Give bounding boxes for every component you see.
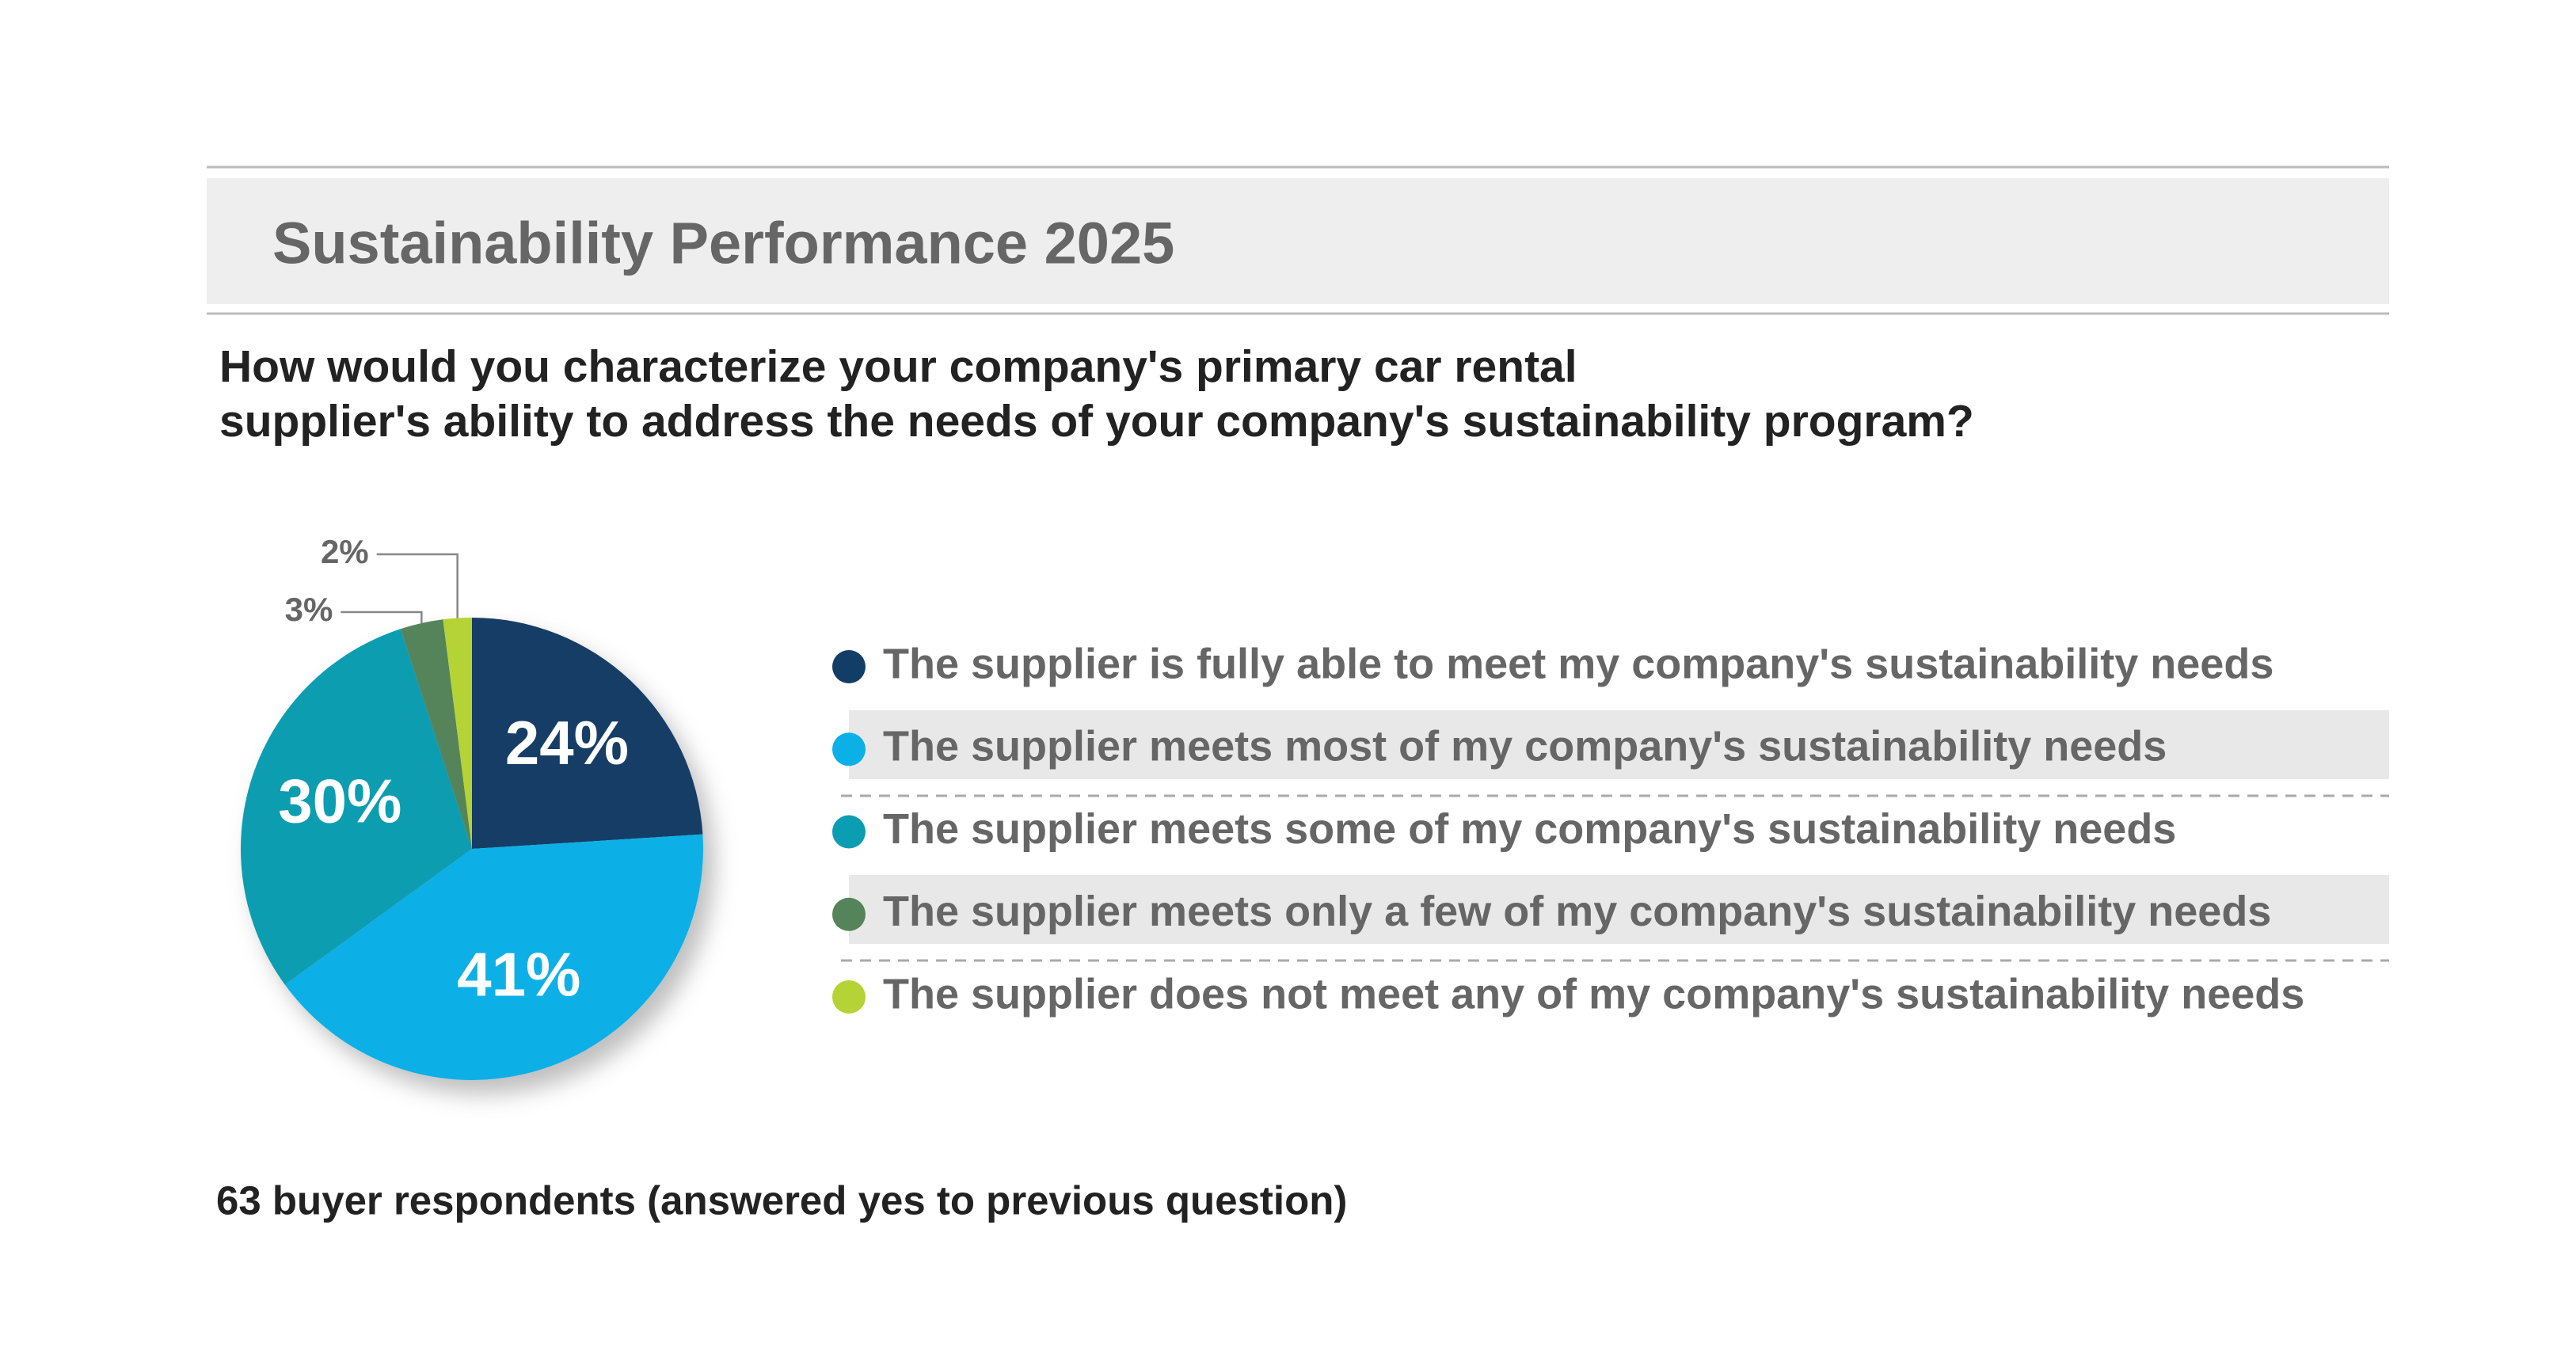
legend-label: The supplier meets some of my company's … — [883, 805, 2176, 853]
slice-label: 41% — [457, 939, 580, 1009]
slice-label: 2% — [321, 533, 369, 570]
legend-swatch — [832, 980, 866, 1014]
question: supplier's ability to address the needs … — [219, 396, 1974, 447]
pie-slice — [241, 629, 472, 985]
question: How would you characterize your company'… — [219, 341, 1577, 392]
legend-label: The supplier does not meet any of my com… — [883, 970, 2304, 1018]
footnote: 63 buyer respondents (answered yes to pr… — [216, 1177, 1347, 1223]
legend-label: The supplier meets only a few of my comp… — [883, 888, 2271, 935]
pie-slice — [472, 618, 703, 849]
legend-band — [849, 710, 2389, 779]
pie — [241, 618, 703, 1080]
pie-slice — [400, 619, 472, 849]
legend-swatch — [832, 650, 866, 683]
slice-label: 30% — [278, 766, 401, 835]
slice-label: 24% — [505, 708, 629, 778]
legend-swatch — [832, 732, 866, 766]
legend-swatch — [832, 815, 866, 849]
legend-label: The supplier meets most of my company's … — [883, 723, 2167, 770]
title-band — [207, 178, 2389, 304]
legend-label: The supplier is fully able to meet my co… — [883, 640, 2274, 687]
legend-swatch — [832, 897, 866, 931]
pie-slice — [284, 834, 703, 1080]
chart-title: Sustainability Performance 2025 — [272, 211, 1174, 276]
pie-slice — [443, 618, 472, 849]
leader-line — [341, 611, 423, 624]
leader-line — [376, 553, 459, 618]
legend-band — [849, 875, 2389, 944]
slice-label: 3% — [285, 591, 333, 628]
